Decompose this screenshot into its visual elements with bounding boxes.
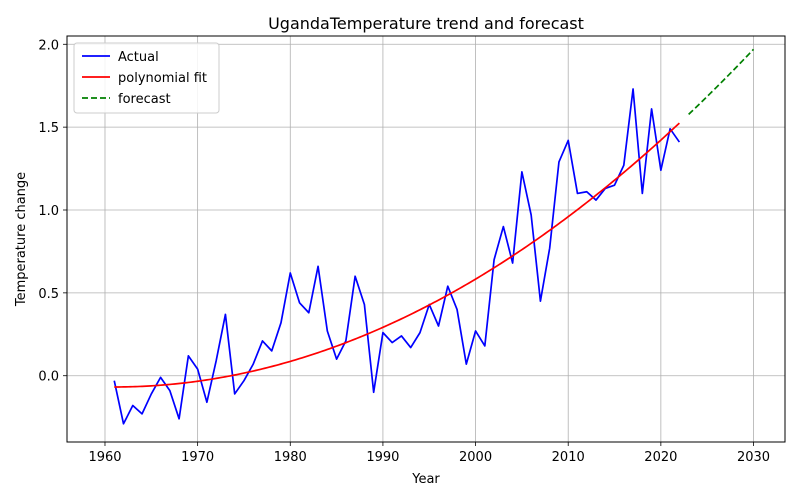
legend-label-polynomial-fit: polynomial fit <box>118 71 207 86</box>
legend: Actual polynomial fit forecast <box>73 42 220 114</box>
y-tick-label: 1.5 <box>38 121 59 136</box>
y-tick-label: 1.0 <box>38 204 59 219</box>
y-axis-label: Temperature change <box>14 172 29 307</box>
x-tick-label: 1980 <box>274 450 307 465</box>
legend-label-actual: Actual <box>118 50 159 65</box>
x-tick-label: 1960 <box>88 450 121 465</box>
series-line-polynomial-fit <box>114 122 680 388</box>
y-tick-label: 0.5 <box>38 287 59 302</box>
x-tick-label: 1970 <box>181 450 214 465</box>
x-tick-label: 2020 <box>644 450 677 465</box>
x-tick-label: 2000 <box>459 450 492 465</box>
x-axis-label: Year <box>411 472 440 487</box>
series-layer <box>113 48 755 425</box>
y-tick-label: 0.0 <box>38 370 59 385</box>
chart-title: UgandaTemperature trend and forecast <box>268 14 584 33</box>
x-tick-label: 1990 <box>366 450 399 465</box>
x-tick-label: 2010 <box>552 450 585 465</box>
legend-label-forecast: forecast <box>118 92 171 107</box>
series-line-actual <box>113 88 681 425</box>
plot-frame <box>66 35 786 443</box>
ticks: 1960 1970 1980 1990 2000 2010 2020 2030 0.0 0.5 1.… <box>38 38 770 465</box>
y-tick-label: 2.0 <box>38 38 59 53</box>
legend-box <box>73 42 220 114</box>
grid <box>67 36 785 442</box>
series-line-forecast <box>688 48 755 115</box>
x-tick-label: 2030 <box>737 450 770 465</box>
